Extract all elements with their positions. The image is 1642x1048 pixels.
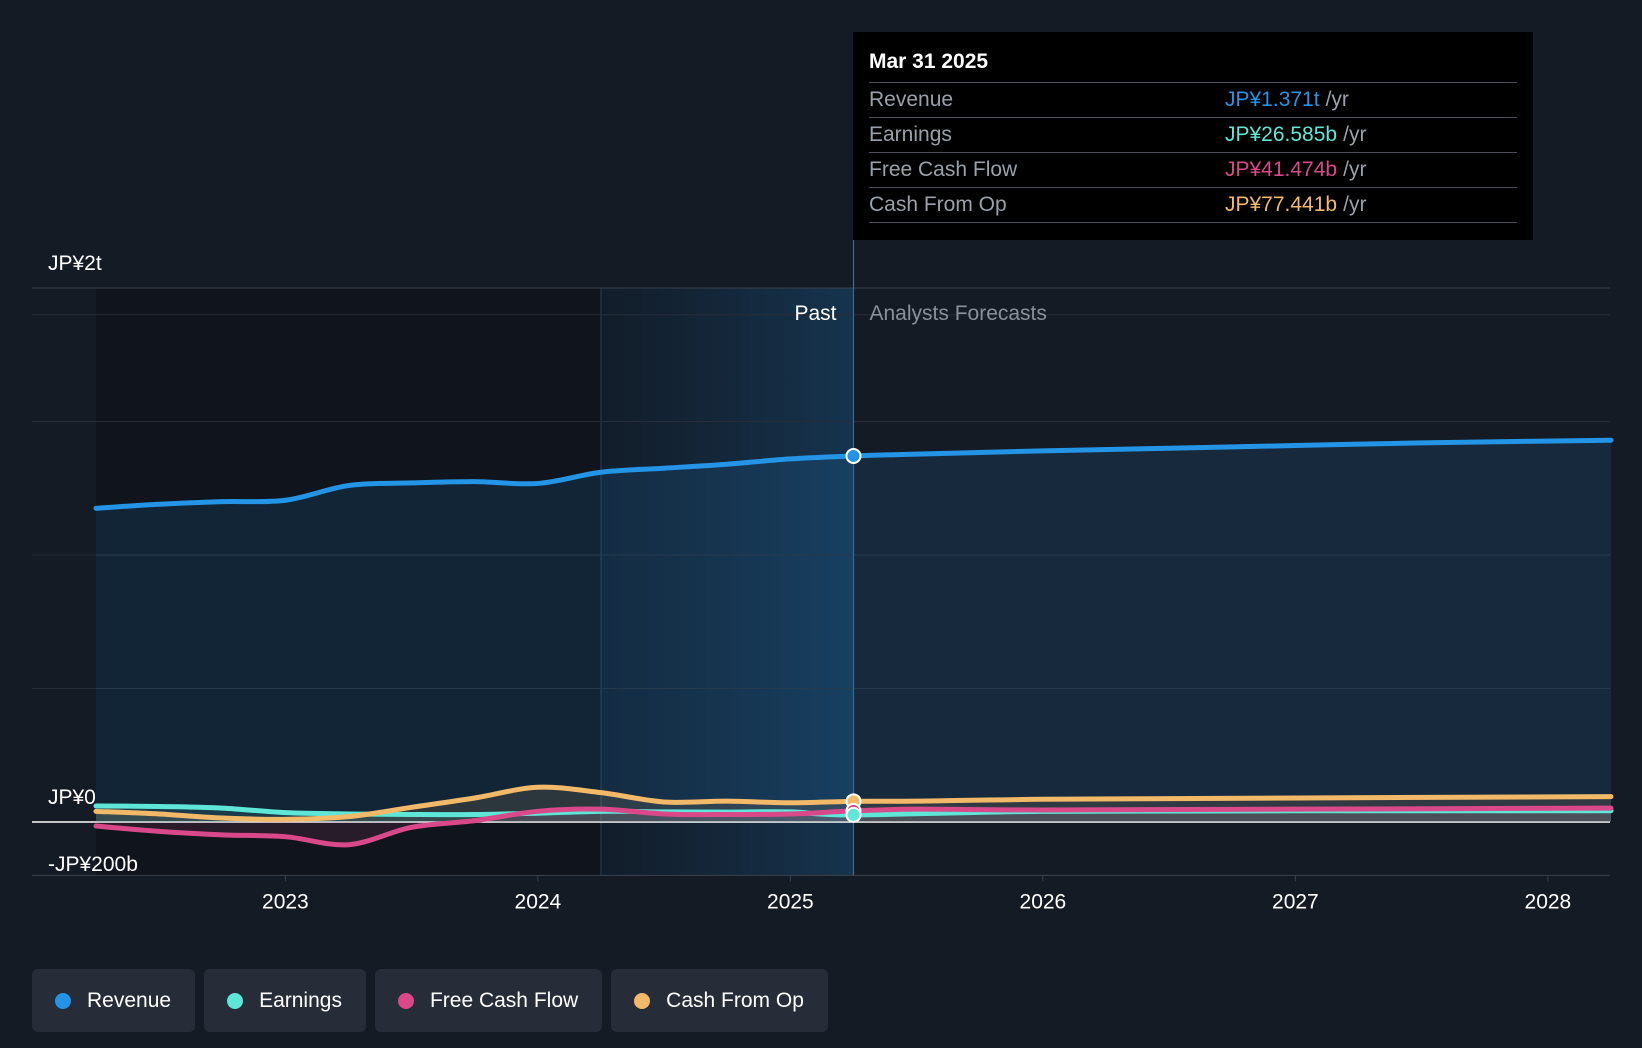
legend-dot-icon [397,992,414,1009]
forecast-label: Analysts Forecasts [870,302,1047,325]
legend-label: Free Cash Flow [429,988,579,1012]
series-area-earnings [96,805,1611,822]
legend-item-earnings[interactable]: Earnings [204,969,366,1032]
tooltip-value: JP¥1.371t [1225,88,1320,111]
tooltip-row-revenue: Revenue JP¥1.371t /yr [869,83,1517,118]
tooltip-row-cash-from-op: Cash From Op JP¥77.441b /yr [869,188,1517,223]
tooltip-unit: /yr [1325,88,1349,111]
x-tick-label: 2028 [1525,890,1572,913]
tooltip-value: JP¥77.441b [1225,193,1338,216]
x-tick-label: 2024 [515,890,562,913]
x-tick-label: 2027 [1272,890,1319,913]
tooltip-label: Cash From Op [869,193,1007,216]
highlight-region [601,288,854,876]
tooltip-label: Earnings [869,123,952,146]
tooltip: Mar 31 2025 Revenue JP¥1.371t /yr Earnin… [853,32,1533,240]
tooltip-row-earnings: Earnings JP¥26.585b /yr [869,118,1517,153]
series-line-free-cash-flow [93,805,1614,848]
marker-revenue [845,447,862,464]
tooltip-unit: /yr [1343,193,1367,216]
legend-label: Earnings [259,988,342,1012]
legend-dot-icon [227,992,244,1009]
x-tick-label: 2026 [1020,890,1067,913]
series-line-cash-from-op [93,784,1614,822]
tooltip-value: JP¥41.474b [1225,158,1338,181]
tooltip-label: Free Cash Flow [869,158,1018,181]
x-tick-label: 2023 [262,890,309,913]
series-area-free-cash-flow [96,808,1611,845]
legend-item-revenue[interactable]: Revenue [32,969,196,1032]
tooltip-row-free-cash-flow: Free Cash Flow JP¥41.474b /yr [869,153,1517,188]
legend-dot-icon [634,992,651,1009]
y-label-top: JP¥2t [48,252,102,275]
legend-label: Revenue [87,988,172,1012]
tooltip-label: Revenue [869,88,954,111]
past-label: Past [794,302,836,325]
tooltip-date: Mar 31 2025 [869,46,1517,83]
legend-item-free-cash-flow[interactable]: Free Cash Flow [374,969,603,1032]
series-line-revenue [93,437,1614,511]
legend-label: Cash From Op [666,988,804,1012]
legend-dot-icon [55,992,71,1009]
tooltip-unit: /yr [1343,123,1367,146]
legend: Revenue Earnings Free Cash Flow Cash Fro… [32,969,828,1032]
legend-item-cash-from-op[interactable]: Cash From Op [611,969,828,1032]
tooltip-unit: /yr [1343,158,1367,181]
marker-earnings [845,806,862,823]
y-label-bottom: -JP¥200b [48,853,138,876]
y-label-zero: JP¥0 [48,786,96,809]
x-tick-label: 2025 [767,890,814,913]
tooltip-value: JP¥26.585b [1225,123,1338,146]
